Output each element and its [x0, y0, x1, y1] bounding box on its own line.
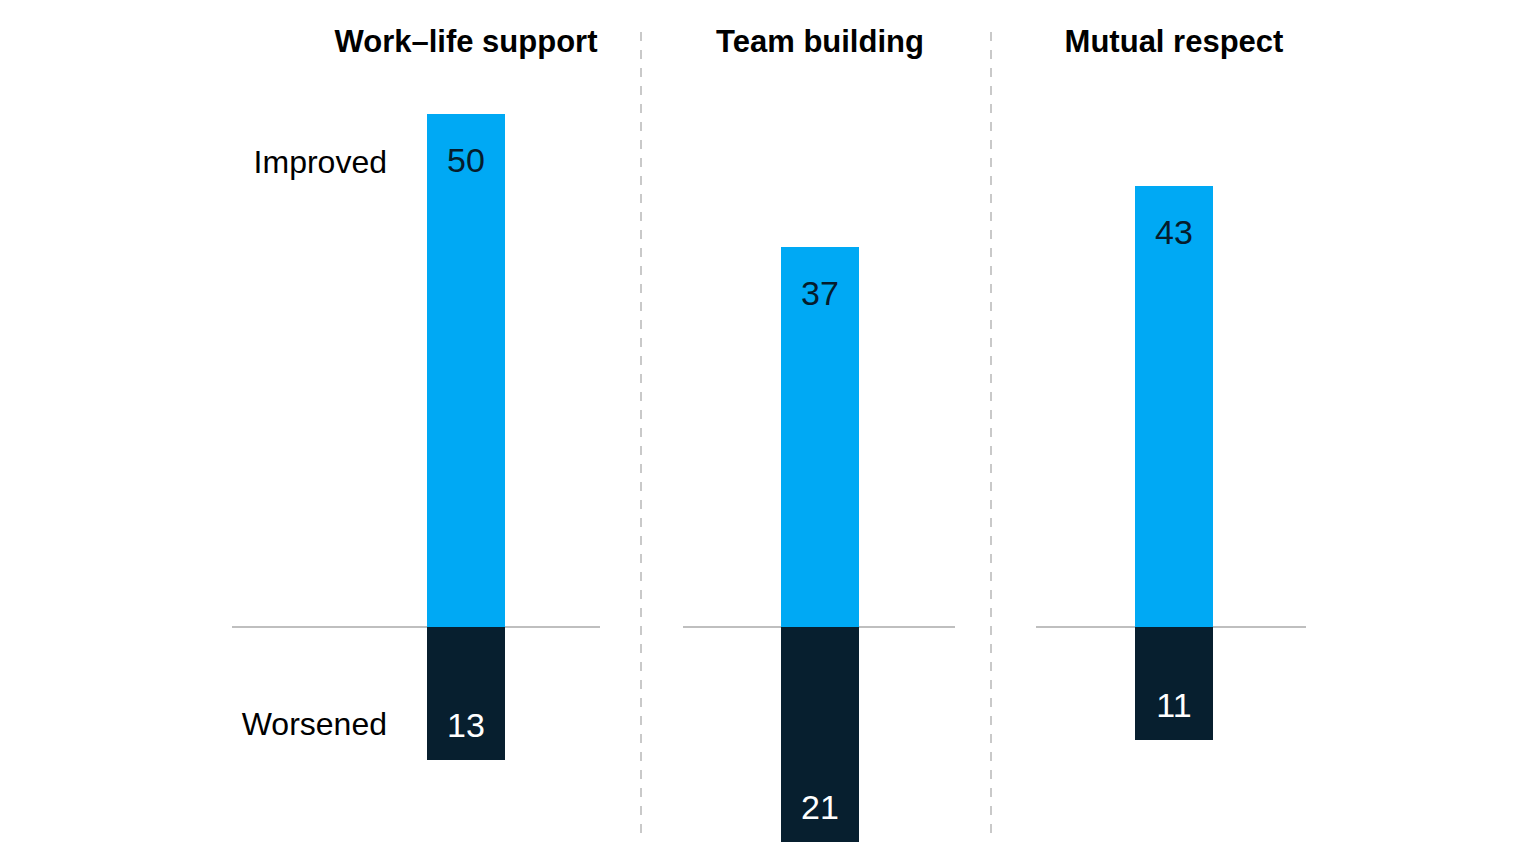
- improved-value-label: 43: [1135, 214, 1213, 250]
- chart-category-title: Team building: [716, 24, 924, 60]
- worsened-value-label: 21: [781, 789, 859, 825]
- improved-axis-label: Improved: [107, 144, 387, 180]
- improved-bar: 37: [781, 247, 859, 627]
- chart-category-title: Work–life support: [335, 24, 598, 60]
- improved-bar: 43: [1135, 186, 1213, 627]
- chart-canvas: Improved Worsened Work–life support 50 13 T…: [0, 0, 1536, 864]
- worsened-bar: 11: [1135, 627, 1213, 740]
- chart-category-title: Mutual respect: [1065, 24, 1284, 60]
- worsened-value-label: 11: [1135, 687, 1213, 723]
- worsened-bar: 21: [781, 627, 859, 842]
- worsened-bar: 13: [427, 627, 505, 760]
- panel-divider: [990, 32, 992, 842]
- panel-divider: [640, 32, 642, 842]
- worsened-value-label: 13: [427, 707, 505, 743]
- worsened-axis-label: Worsened: [107, 706, 387, 742]
- improved-value-label: 50: [427, 142, 505, 178]
- zero-baseline: [232, 626, 600, 628]
- improved-value-label: 37: [781, 275, 859, 311]
- improved-bar: 50: [427, 114, 505, 627]
